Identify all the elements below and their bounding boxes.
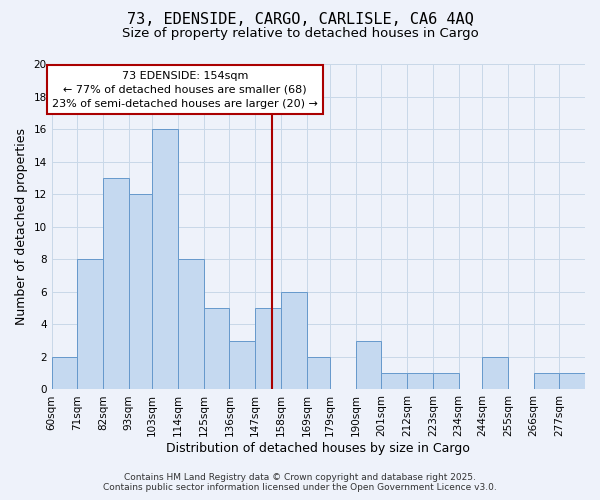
Bar — [129, 194, 152, 390]
Bar — [178, 260, 204, 390]
Bar — [255, 308, 281, 390]
Bar — [433, 373, 458, 390]
Y-axis label: Number of detached properties: Number of detached properties — [15, 128, 28, 325]
Bar — [382, 373, 407, 390]
Bar — [407, 373, 433, 390]
Text: 73, EDENSIDE, CARGO, CARLISLE, CA6 4AQ: 73, EDENSIDE, CARGO, CARLISLE, CA6 4AQ — [127, 12, 473, 28]
Bar — [204, 308, 229, 390]
Text: Size of property relative to detached houses in Cargo: Size of property relative to detached ho… — [122, 28, 478, 40]
Bar — [482, 357, 508, 390]
Text: 73 EDENSIDE: 154sqm
← 77% of detached houses are smaller (68)
23% of semi-detach: 73 EDENSIDE: 154sqm ← 77% of detached ho… — [52, 70, 318, 108]
X-axis label: Distribution of detached houses by size in Cargo: Distribution of detached houses by size … — [166, 442, 470, 455]
Bar — [533, 373, 559, 390]
Bar — [281, 292, 307, 390]
Bar — [356, 340, 382, 390]
Bar — [559, 373, 585, 390]
Bar — [152, 129, 178, 390]
Bar — [307, 357, 330, 390]
Bar — [77, 260, 103, 390]
Bar — [52, 357, 77, 390]
Bar — [229, 340, 255, 390]
Bar — [103, 178, 129, 390]
Text: Contains HM Land Registry data © Crown copyright and database right 2025.
Contai: Contains HM Land Registry data © Crown c… — [103, 473, 497, 492]
